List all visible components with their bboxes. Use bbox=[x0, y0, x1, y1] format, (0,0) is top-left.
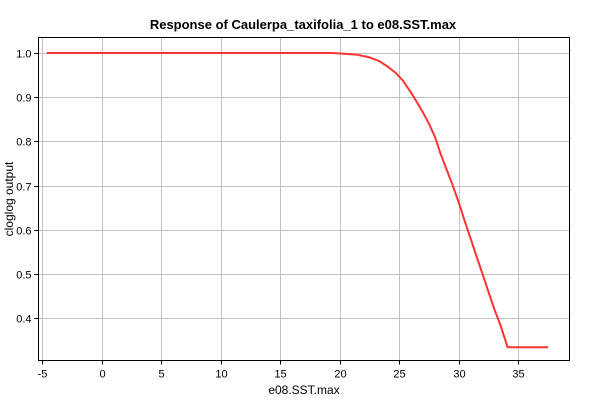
series-layer bbox=[46, 52, 549, 349]
y-tick-label: 0.4 bbox=[16, 314, 31, 326]
grid-lines bbox=[38, 37, 570, 361]
y-tick-label: 0.8 bbox=[16, 137, 31, 149]
plot-frame bbox=[38, 37, 570, 361]
x-tick-label: 0 bbox=[99, 369, 105, 381]
x-tick-label: 15 bbox=[274, 369, 286, 381]
x-tick-label: 10 bbox=[215, 369, 227, 381]
y-tick-label: 0.5 bbox=[16, 270, 31, 282]
x-tick-label: 30 bbox=[453, 369, 465, 381]
y-tick-label: 0.9 bbox=[16, 93, 31, 105]
x-tick-label: 35 bbox=[512, 369, 524, 381]
y-tick-label: 0.7 bbox=[16, 182, 31, 194]
x-tick-label: 20 bbox=[334, 369, 346, 381]
x-tick-label: -5 bbox=[38, 369, 48, 381]
response-curve bbox=[46, 52, 549, 349]
x-tick-label: 25 bbox=[393, 369, 405, 381]
y-tick-label: 1.0 bbox=[16, 49, 31, 61]
x-tick-label: 5 bbox=[158, 369, 164, 381]
x-axis-label: e08.SST.max bbox=[268, 383, 339, 397]
chart-title: Response of Caulerpa_taxifolia_1 to e08.… bbox=[150, 17, 457, 32]
axes: -5 0 5 10 15 20 25 30 35 0.4 0.5 0.6 0.7 0.8 0.9 1.0 bbox=[16, 49, 524, 381]
y-axis-label: cloglog output bbox=[2, 161, 16, 236]
y-tick-label: 0.6 bbox=[16, 226, 31, 238]
